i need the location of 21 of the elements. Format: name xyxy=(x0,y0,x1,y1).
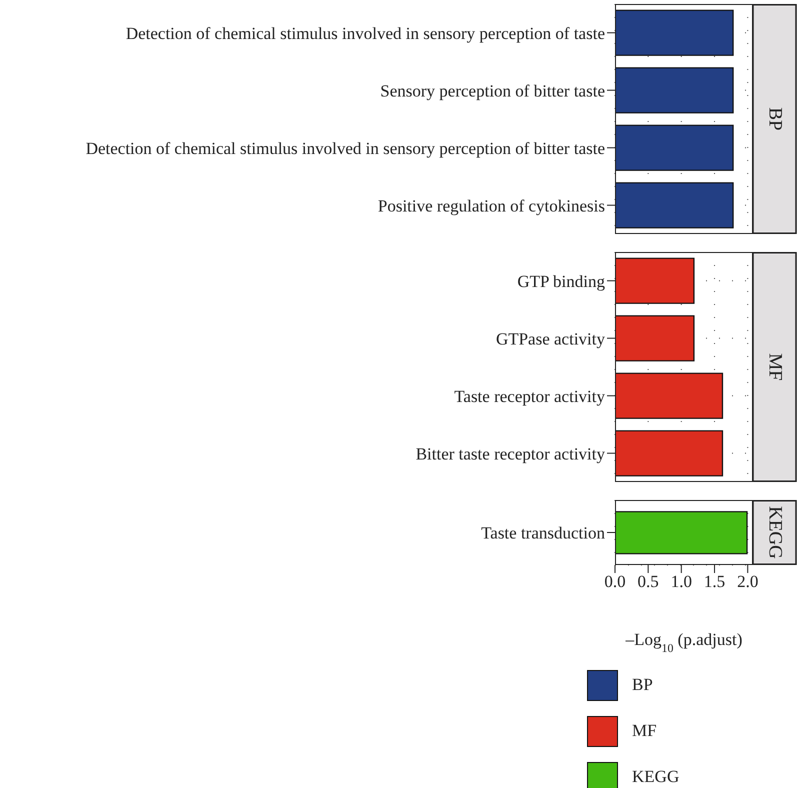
y-tick-label: Positive regulation of cytokinesis xyxy=(378,196,605,216)
legend-label: BP xyxy=(632,675,653,695)
x-tick-label: 2.0 xyxy=(737,572,758,592)
y-tick-label: Detection of chemical stimulus involved in sensory perception of taste xyxy=(126,24,605,43)
y-tick-label: Detection of chemical stimulus involved in sensory perception of bitter taste xyxy=(86,138,605,158)
x-tick-label: 0.0 xyxy=(604,572,626,592)
text: MF xyxy=(632,721,657,741)
y-tick-label: Bitter taste receptor activity xyxy=(416,444,606,464)
x-tick-label: 1.0 xyxy=(670,572,692,592)
y-tick-label: GTPase activity xyxy=(496,329,606,348)
y-tick-label: Sensory perception of bitter taste xyxy=(380,81,605,100)
y-tick-label: GTP binding xyxy=(517,272,606,291)
y2-axis-title: MF xyxy=(764,353,786,381)
y2-axis-title: KEGG xyxy=(764,506,786,560)
y-tick-label: Taste transduction xyxy=(481,524,606,543)
x-tick-label: 1.5 xyxy=(704,572,726,592)
text: KEGG xyxy=(632,767,680,787)
y2-axis-title: BP xyxy=(764,107,786,131)
y-tick-label: Taste receptor activity xyxy=(454,386,606,406)
x-tick-label: 0.5 xyxy=(638,572,659,592)
x-axis-title: –Log$_{10}$ (p.adjust) xyxy=(624,630,742,655)
